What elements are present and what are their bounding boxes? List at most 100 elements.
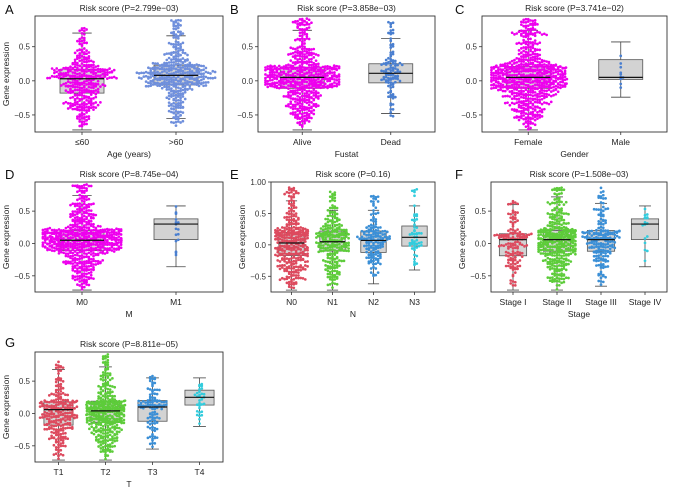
data-point xyxy=(569,235,573,239)
data-point xyxy=(181,61,185,64)
data-point xyxy=(276,226,280,230)
data-point xyxy=(76,55,79,59)
data-point xyxy=(174,83,178,87)
data-point xyxy=(298,70,302,74)
data-point xyxy=(87,115,91,118)
data-point xyxy=(80,209,84,212)
data-point xyxy=(314,84,318,87)
data-point xyxy=(54,406,58,410)
data-point xyxy=(85,28,88,31)
data-point xyxy=(400,63,404,67)
data-point xyxy=(490,87,493,90)
data-point xyxy=(89,97,93,101)
data-point xyxy=(590,229,594,233)
data-point xyxy=(117,248,121,251)
data-point xyxy=(504,233,508,237)
data-point xyxy=(328,238,332,242)
data-point xyxy=(553,261,557,265)
data-point xyxy=(73,261,77,264)
data-point xyxy=(179,89,182,93)
data-point xyxy=(645,249,649,253)
data-point xyxy=(82,214,86,218)
data-point xyxy=(533,79,537,83)
data-point xyxy=(64,73,68,77)
data-point xyxy=(176,37,180,40)
data-point xyxy=(389,102,393,105)
data-point xyxy=(64,81,68,85)
data-point xyxy=(328,277,332,281)
data-point xyxy=(300,102,304,106)
data-point xyxy=(599,208,603,212)
data-point xyxy=(526,43,530,47)
data-point xyxy=(296,82,299,86)
y-tick-label: 1.00 xyxy=(250,178,266,187)
data-point xyxy=(176,80,180,83)
data-point xyxy=(557,273,561,276)
data-point xyxy=(314,63,318,66)
data-point xyxy=(302,74,306,78)
data-point xyxy=(188,70,192,73)
data-point xyxy=(372,212,375,215)
data-point xyxy=(71,225,75,229)
data-point xyxy=(333,260,337,264)
data-point xyxy=(172,101,176,105)
data-point xyxy=(62,260,65,264)
data-point xyxy=(372,226,375,230)
data-point xyxy=(643,248,647,252)
data-point xyxy=(174,205,178,208)
data-point xyxy=(179,87,182,90)
data-point xyxy=(559,83,562,87)
data-point xyxy=(199,72,203,76)
data-point xyxy=(204,75,208,79)
data-point xyxy=(560,244,564,248)
data-point xyxy=(85,111,88,114)
data-point xyxy=(163,80,166,83)
data-point xyxy=(540,72,544,75)
data-point xyxy=(101,251,105,255)
y-tick-label: −0.5 xyxy=(14,272,30,281)
data-point xyxy=(92,202,95,206)
data-point xyxy=(308,74,311,77)
x-tick-label: ≤60 xyxy=(75,137,89,147)
data-point xyxy=(71,74,75,78)
data-point xyxy=(538,48,542,52)
data-point xyxy=(551,228,554,231)
data-point xyxy=(290,190,293,194)
data-point xyxy=(66,66,70,70)
data-point xyxy=(287,70,290,74)
data-point xyxy=(331,252,334,255)
data-point xyxy=(87,219,91,223)
data-point xyxy=(80,98,84,101)
data-point xyxy=(289,106,293,109)
data-point xyxy=(64,411,67,415)
data-point xyxy=(89,70,93,74)
data-point xyxy=(66,426,70,430)
data-point xyxy=(553,225,557,229)
data-point xyxy=(82,64,86,68)
data-point xyxy=(307,63,311,67)
data-point xyxy=(297,233,300,237)
data-point xyxy=(66,252,70,256)
data-point xyxy=(310,90,313,93)
data-point xyxy=(71,71,75,74)
data-point xyxy=(554,88,558,92)
data-point xyxy=(530,232,533,236)
data-point xyxy=(76,96,79,100)
data-point xyxy=(333,275,337,279)
data-point xyxy=(54,403,58,407)
data-point xyxy=(531,46,535,50)
data-point xyxy=(294,82,297,85)
data-point xyxy=(282,67,286,70)
data-point xyxy=(556,72,560,76)
data-point xyxy=(335,76,339,79)
data-point xyxy=(381,245,385,248)
data-point xyxy=(89,63,93,67)
data-point xyxy=(176,86,180,90)
data-point xyxy=(41,235,45,239)
data-point xyxy=(89,273,93,277)
data-point xyxy=(413,240,416,244)
data-point xyxy=(538,106,542,110)
data-point xyxy=(297,256,300,260)
data-point xyxy=(529,56,532,60)
data-point xyxy=(608,240,612,244)
